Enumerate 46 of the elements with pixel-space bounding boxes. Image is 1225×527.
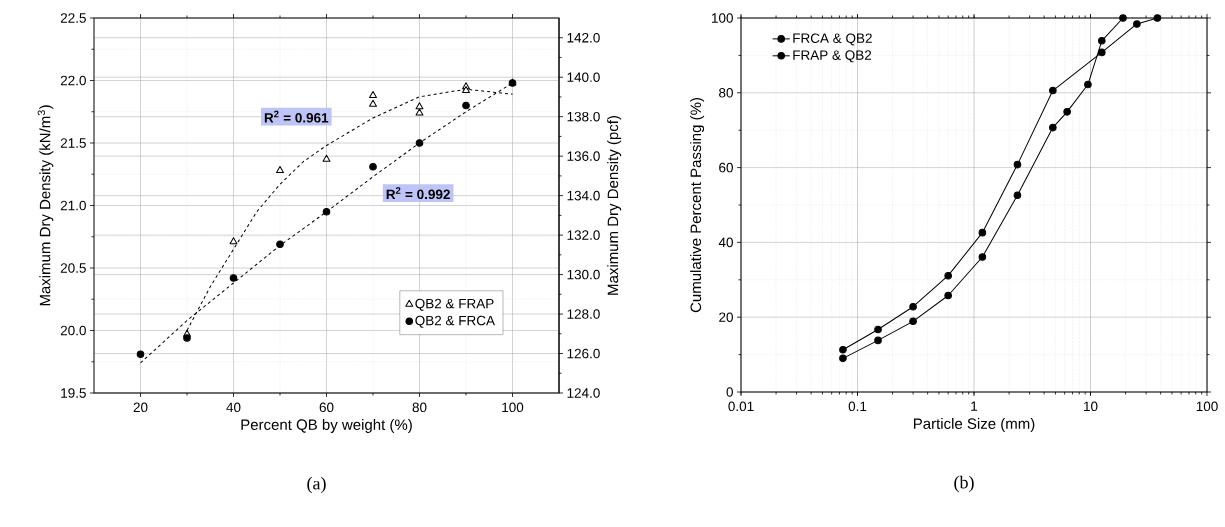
y-tick-label: 21.0 (60, 200, 86, 211)
y-tick-label: 40 (718, 237, 733, 248)
text: (a) (307, 476, 326, 494)
text: (b) (954, 475, 974, 493)
x-tick-label: 0.01 (728, 401, 754, 412)
annotation: R$^{2}$ = 0.961 (264, 110, 329, 123)
y2-tick-label: 140.0 (567, 72, 600, 82)
y-tick-label: 60 (719, 162, 733, 173)
y-tick-label: 21.5 (60, 138, 86, 148)
legend-label: FRAP & QB2 (793, 50, 872, 63)
y-axis-title: Maximum Dry Density (kN/m$^{3}$) (37, 105, 54, 306)
y-tick-label: 100 (712, 13, 733, 23)
x-tick-label: 60 (319, 402, 334, 413)
y2-tick-label: 134.0 (567, 190, 600, 201)
y-tick-label: 22.5 (60, 13, 86, 23)
annotation: R$^{2}$ = 0.992 (386, 187, 450, 200)
y-tick-label: 0 (726, 387, 733, 397)
x-tick-label: 80 (412, 402, 427, 413)
y2-tick-label: 128.0 (567, 309, 600, 319)
x-tick-label: 20 (133, 402, 148, 413)
x-tick-label: 100 (502, 402, 524, 413)
x-tick-label: 0.1 (848, 401, 867, 412)
legend-label: QB2 & FRAP (415, 298, 494, 311)
x-tick-label: 100 (1196, 401, 1218, 412)
x-axis-title: Particle Size (mm) (913, 417, 1035, 432)
y-tick-label: 80 (719, 88, 733, 98)
y-tick-label: 22.0 (60, 75, 86, 86)
y2-tick-label: 138.0 (567, 111, 600, 122)
x-tick-label: 40 (226, 402, 241, 413)
y2-tick-label: 142.0 (567, 32, 600, 43)
y2-tick-label: 130.0 (567, 269, 600, 280)
y-tick-label: 19.5 (61, 388, 86, 398)
y2-axis-title: Maximum Dry Density (pcf) (607, 116, 622, 295)
y2-tick-label: 132.0 (567, 230, 600, 240)
x-tick-label: 10 (1084, 401, 1098, 412)
legend-label: QB2 & FRCA (415, 315, 495, 328)
y-tick-label: 20 (719, 312, 733, 322)
y2-tick-label: 136.0 (567, 151, 600, 161)
y2-tick-label: 124.0 (567, 388, 600, 398)
x-tick-label: 1 (971, 401, 978, 411)
legend-label: FRCA & QB2 (793, 33, 872, 46)
y-tick-label: 20.5 (60, 263, 86, 273)
y2-tick-label: 126.0 (567, 348, 600, 359)
y-tick-label: 20.0 (60, 325, 86, 336)
y-axis-title: Cumulative Percent Passing (%) (690, 98, 705, 313)
x-axis-title: Percent QB by weight (%) (241, 418, 412, 433)
